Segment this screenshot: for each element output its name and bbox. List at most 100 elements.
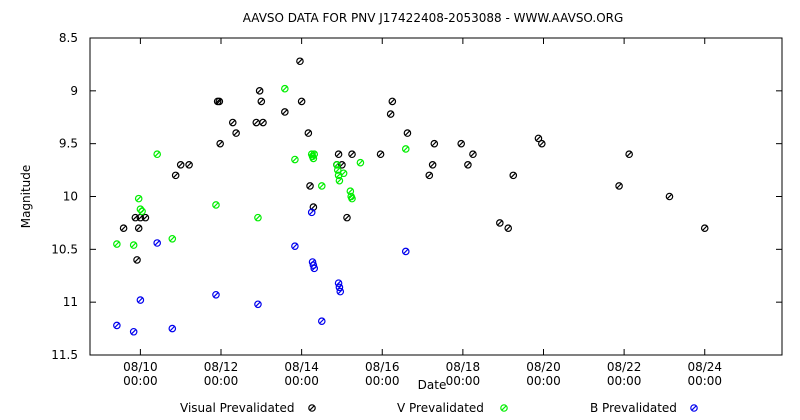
series-markers bbox=[113, 57, 709, 336]
x-axis-label: Date bbox=[418, 378, 447, 392]
x-tick-label-time: 00:00 bbox=[365, 374, 400, 388]
y-tick-label: 9 bbox=[70, 84, 78, 98]
data-point-series-2 bbox=[317, 182, 326, 190]
data-point-series-1 bbox=[538, 139, 546, 148]
data-point-series-1 bbox=[403, 129, 412, 137]
data-point-series-2 bbox=[281, 84, 289, 93]
y-tick-label: 8.5 bbox=[59, 31, 78, 45]
y-tick-label: 10 bbox=[63, 190, 78, 204]
data-point-series-1 bbox=[504, 224, 513, 233]
data-point-series-1 bbox=[615, 182, 623, 190]
legend-label-series-1: Visual Prevalidated bbox=[180, 401, 295, 415]
data-point-series-3 bbox=[336, 287, 345, 296]
x-tick-label-time: 00:00 bbox=[446, 374, 481, 388]
data-point-series-1 bbox=[496, 219, 504, 227]
data-point-series-2 bbox=[134, 194, 143, 203]
data-point-series-1 bbox=[215, 97, 224, 106]
data-point-series-2 bbox=[254, 213, 262, 222]
data-point-series-2 bbox=[212, 201, 220, 209]
data-point-series-1 bbox=[665, 192, 674, 201]
data-point-series-1 bbox=[131, 213, 140, 222]
x-tick-label-date: 08/10 bbox=[123, 360, 158, 374]
x-tick-label-time: 00:00 bbox=[204, 374, 239, 388]
data-point-series-1 bbox=[252, 118, 261, 127]
data-point-series-1 bbox=[259, 118, 267, 127]
x-tick-label-date: 08/14 bbox=[284, 360, 319, 374]
y-tick-label: 11 bbox=[63, 295, 78, 309]
data-point-series-3 bbox=[212, 290, 220, 299]
data-point-series-1 bbox=[430, 139, 439, 148]
data-point-series-2 bbox=[348, 194, 356, 203]
data-point-series-2 bbox=[339, 169, 348, 178]
data-point-series-1 bbox=[228, 118, 237, 127]
data-point-series-1 bbox=[464, 161, 472, 169]
legend-marker-series-2 bbox=[500, 404, 508, 412]
y-tick-label: 9.5 bbox=[59, 137, 78, 151]
data-point-series-3 bbox=[153, 239, 161, 247]
data-point-series-1 bbox=[134, 224, 143, 233]
x-tick-label-time: 00:00 bbox=[607, 374, 642, 388]
data-point-series-1 bbox=[334, 150, 343, 159]
data-point-series-1 bbox=[534, 134, 543, 143]
data-point-series-1 bbox=[216, 139, 224, 148]
x-tick-label-date: 08/24 bbox=[687, 360, 722, 374]
x-tick-label-date: 08/12 bbox=[204, 360, 239, 374]
y-axis-label: Magnitude bbox=[19, 165, 33, 229]
data-point-series-3 bbox=[168, 324, 177, 333]
data-point-series-1 bbox=[700, 224, 709, 233]
y-axis: 8.5 9 9.5 10 10.5 11 11.5 bbox=[51, 31, 782, 362]
data-point-series-1 bbox=[338, 161, 346, 169]
data-point-series-3 bbox=[136, 296, 145, 304]
data-point-series-1 bbox=[296, 57, 304, 66]
data-point-series-2 bbox=[129, 241, 138, 249]
data-point-series-2 bbox=[333, 161, 341, 169]
x-tick-label-time: 00:00 bbox=[687, 374, 722, 388]
data-point-series-1 bbox=[133, 256, 141, 264]
data-point-series-1 bbox=[509, 171, 518, 180]
data-point-series-3 bbox=[129, 327, 138, 336]
y-tick-label: 10.5 bbox=[51, 242, 78, 256]
data-point-series-3 bbox=[401, 247, 410, 256]
data-point-series-1 bbox=[425, 171, 434, 180]
data-point-series-2 bbox=[310, 150, 319, 159]
data-point-series-2 bbox=[335, 176, 344, 185]
data-point-series-1 bbox=[343, 213, 351, 222]
data-point-series-2 bbox=[113, 240, 121, 248]
data-point-series-1 bbox=[257, 97, 266, 106]
data-point-series-1 bbox=[281, 108, 289, 116]
data-point-series-1 bbox=[306, 182, 314, 190]
data-point-series-1 bbox=[304, 129, 313, 137]
legend: Visual Prevalidated V Prevalidated B Preva… bbox=[180, 401, 698, 415]
x-tick-label-date: 08/22 bbox=[607, 360, 642, 374]
plot-area bbox=[89, 37, 783, 356]
data-point-series-1 bbox=[255, 87, 264, 95]
data-point-series-3 bbox=[254, 300, 262, 309]
data-point-series-2 bbox=[168, 234, 177, 243]
x-tick-label-time: 00:00 bbox=[526, 374, 561, 388]
data-point-series-1 bbox=[457, 139, 465, 148]
data-point-series-2 bbox=[333, 166, 342, 174]
data-point-series-2 bbox=[291, 155, 299, 164]
data-point-series-2 bbox=[346, 187, 355, 196]
data-point-series-1 bbox=[376, 150, 385, 159]
data-point-series-1 bbox=[176, 161, 185, 169]
data-point-series-1 bbox=[428, 161, 437, 169]
data-point-series-1 bbox=[171, 171, 180, 180]
data-point-series-1 bbox=[297, 97, 306, 106]
data-point-series-1 bbox=[625, 150, 633, 159]
data-point-series-1 bbox=[386, 110, 395, 118]
legend-marker-series-3 bbox=[690, 404, 698, 412]
data-point-series-1 bbox=[469, 150, 477, 159]
x-tick-label-date: 08/20 bbox=[526, 360, 561, 374]
data-point-series-3 bbox=[317, 317, 326, 325]
data-point-series-3 bbox=[307, 208, 316, 217]
y-tick-label: 11.5 bbox=[51, 348, 78, 362]
data-point-series-2 bbox=[356, 158, 365, 167]
data-point-series-3 bbox=[291, 242, 299, 250]
data-point-series-1 bbox=[348, 150, 356, 159]
x-axis: 08/1000:0008/1200:0008/1400:0008/1600:00… bbox=[123, 38, 722, 388]
data-point-series-1 bbox=[141, 213, 150, 222]
data-point-series-3 bbox=[310, 264, 319, 273]
data-point-series-3 bbox=[113, 321, 121, 330]
